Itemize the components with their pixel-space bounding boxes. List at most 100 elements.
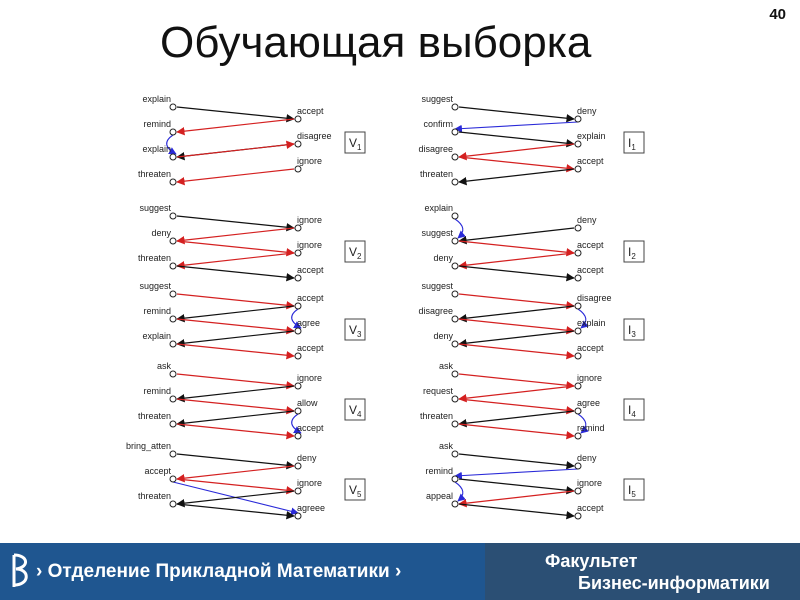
edge-red-v5-1	[176, 465, 295, 483]
left-node	[451, 262, 459, 270]
edge-black-v4-4	[176, 410, 295, 428]
edge-black-v2-4	[176, 265, 295, 282]
right-node-label: ignore	[297, 373, 322, 383]
footer-right-panel	[485, 543, 800, 600]
edge-red-i5-3	[458, 490, 575, 508]
group-id-subscript: 5	[357, 490, 362, 499]
group-id-box	[344, 240, 366, 263]
edge-blue-i4-3	[577, 413, 589, 434]
left-node-label: request	[423, 386, 454, 396]
right-node	[294, 432, 302, 440]
right-node-label: accept	[297, 343, 324, 353]
right-node	[574, 352, 582, 360]
right-node-label: accept	[297, 265, 324, 275]
left-node-label: threaten	[138, 169, 171, 179]
group-id-subscript: 1	[357, 143, 362, 152]
group-id-subscript: 2	[357, 252, 362, 261]
edge-red-i3-3	[458, 318, 575, 335]
left-node	[451, 395, 459, 403]
group-id-box	[623, 318, 645, 341]
group-id-letter: I	[628, 403, 631, 417]
left-node	[451, 212, 459, 220]
right-node-label: accept	[577, 265, 604, 275]
left-node	[169, 128, 177, 136]
edge-black-i5-2	[458, 478, 575, 495]
edge-red-v4-2	[176, 398, 295, 415]
left-node-label: deny	[151, 228, 171, 238]
right-node-label: ignore	[577, 373, 602, 383]
group-id-letter: V	[349, 483, 357, 497]
group-id-box	[344, 478, 366, 501]
left-node	[451, 340, 459, 348]
left-node-label: explain	[142, 94, 171, 104]
left-node-label: remind	[143, 306, 171, 316]
left-node-label: ask	[439, 441, 454, 451]
edge-blue-v1-2	[166, 134, 177, 155]
left-node-label: explain	[424, 203, 453, 213]
edge-red-i2-2	[458, 240, 575, 257]
left-node-label: suggest	[421, 94, 453, 104]
right-node	[294, 224, 302, 232]
left-node	[451, 178, 459, 186]
group-id-box	[344, 318, 366, 341]
right-node-label: remind	[577, 423, 605, 433]
edge-red-v3-3	[176, 318, 295, 335]
right-node	[574, 115, 582, 123]
group-id-label: V1	[349, 136, 362, 152]
right-node	[294, 327, 302, 335]
dialogue-group-i5: ask remind appeal deny ignore accept I5	[425, 441, 645, 520]
left-node	[451, 475, 459, 483]
left-node	[169, 340, 177, 348]
right-node	[574, 462, 582, 470]
left-node	[451, 153, 459, 161]
right-node-label: deny	[577, 106, 597, 116]
edge-blue-v3-1	[291, 308, 302, 329]
left-node	[169, 500, 177, 508]
right-node-label: accept	[297, 293, 324, 303]
edge-red-v3-5	[176, 343, 295, 360]
edge-red-i4-5	[458, 423, 575, 440]
right-node-label: ignore	[297, 156, 322, 166]
edge-red-i4-0	[458, 373, 575, 390]
group-id-letter: I	[628, 136, 631, 150]
edge-blue-i5-1	[454, 468, 579, 480]
left-node-label: threaten	[138, 253, 171, 263]
left-node-label: disagree	[418, 306, 453, 316]
edge-red-v1-1	[176, 118, 295, 136]
group-id-label: I2	[628, 245, 636, 261]
group-id-label: I4	[628, 403, 636, 419]
edge-black-v4-1	[176, 385, 295, 403]
right-node	[574, 512, 582, 520]
left-node-label: threaten	[420, 169, 453, 179]
group-id-subscript: 4	[357, 410, 362, 419]
right-node	[294, 407, 302, 415]
right-node	[574, 249, 582, 257]
right-node-label: accept	[577, 343, 604, 353]
right-node	[294, 487, 302, 495]
right-node-label: explain	[577, 318, 606, 328]
right-node	[574, 302, 582, 310]
right-node	[294, 140, 302, 148]
right-node	[574, 224, 582, 232]
dialogue-group-i3: suggest disagree deny disagree explain accept…	[418, 281, 645, 360]
edge-black-v2-0	[176, 215, 295, 232]
dialogue-group-i2: explain suggest deny deny accept accept I2	[421, 203, 645, 282]
group-id-label: V2	[349, 245, 362, 261]
group-id-letter: V	[349, 403, 357, 417]
left-node	[169, 395, 177, 403]
edge-red-i4-2	[458, 398, 575, 415]
left-node-label: suggest	[139, 281, 171, 291]
group-id-letter: V	[349, 245, 357, 259]
dialogue-group-v1: explain remind explain threaten accept disagr…	[138, 94, 366, 186]
edge-red-i4-1	[458, 385, 575, 403]
edge-black-v1-0	[176, 106, 295, 123]
group-id-label: I1	[628, 136, 636, 152]
left-node	[451, 420, 459, 428]
left-node-label: appeal	[426, 491, 453, 501]
group-id-label: V3	[349, 323, 362, 339]
dialogue-group-v2: suggest deny threaten ignore ignore accept V2	[138, 203, 366, 282]
left-node	[451, 370, 459, 378]
group-id-box	[623, 478, 645, 501]
group-id-subscript: 3	[631, 330, 636, 339]
right-node	[574, 140, 582, 148]
